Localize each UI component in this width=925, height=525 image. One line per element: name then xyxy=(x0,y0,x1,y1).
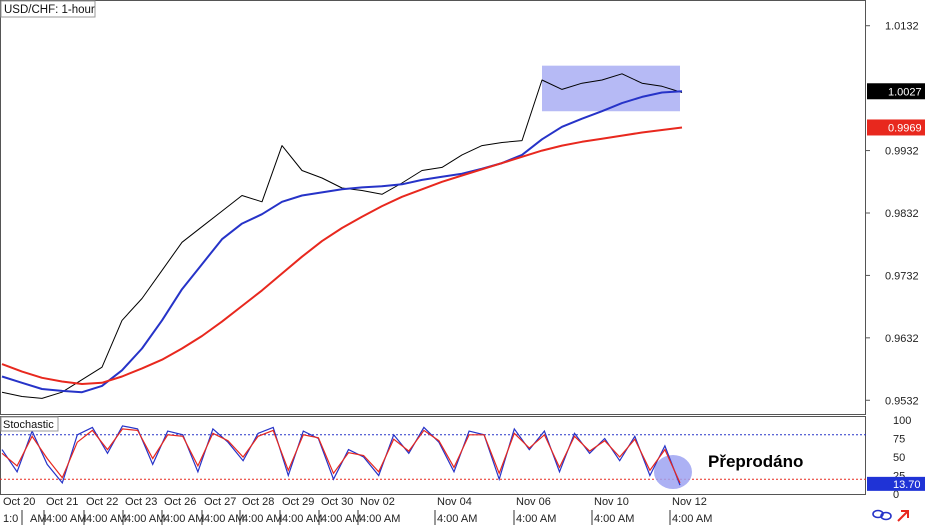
stochastic-layer xyxy=(0,425,866,489)
oversold-highlight xyxy=(654,455,692,489)
date-label: Oct 30 xyxy=(321,496,353,508)
price-tick-label: 0.9832 xyxy=(885,208,919,220)
time-label: 4:00 AM xyxy=(594,513,634,525)
current-price-box xyxy=(867,83,925,100)
time-label: 4:00 AM xyxy=(282,513,322,525)
date-label: Nov 06 xyxy=(516,496,551,508)
title-box xyxy=(0,0,96,18)
date-label: Oct 28 xyxy=(242,496,274,508)
date-label: Nov 04 xyxy=(437,496,472,508)
stochastic-value-label: 13.70 xyxy=(893,479,921,491)
price-tick-label: 0.9732 xyxy=(885,270,919,282)
price-panel-frame xyxy=(0,0,866,415)
price-line xyxy=(1,73,683,399)
stochastic-value-box xyxy=(867,476,925,491)
date-label: Oct 21 xyxy=(46,496,78,508)
date-label: Oct 26 xyxy=(164,496,196,508)
ma-red-price-label: 0.9969 xyxy=(888,122,922,134)
time-label: 4:00 AM xyxy=(164,513,204,525)
time-label: 4:00 AM xyxy=(86,513,126,525)
price-layer xyxy=(1,65,683,399)
date-label: Oct 23 xyxy=(125,496,157,508)
time-label: 4:00 AM xyxy=(46,513,86,525)
ma-red-line xyxy=(1,126,683,385)
date-label: Oct 27 xyxy=(204,496,236,508)
date-label: Oct 22 xyxy=(86,496,118,508)
date-label: Nov 02 xyxy=(360,496,395,508)
time-label: 4:00 AM xyxy=(437,513,477,525)
stochastic-tick-label: 100 xyxy=(893,415,911,427)
time-label: 4:00 AM xyxy=(204,513,244,525)
date-label: Oct 20 xyxy=(3,496,35,508)
time-label: 4:00 AM xyxy=(360,513,400,525)
time-label: 4:00 AM xyxy=(125,513,165,525)
ma-red-price-box xyxy=(867,119,925,136)
consolidation-highlight xyxy=(542,65,680,112)
chart-title: USD/CHF: 1-hour xyxy=(4,4,95,16)
date-label: Nov 12 xyxy=(672,496,707,508)
time-label: 4:00 AM xyxy=(672,513,712,525)
link-icon[interactable] xyxy=(872,509,892,521)
date-label: Nov 10 xyxy=(594,496,629,508)
arrow-icon[interactable] xyxy=(897,510,909,522)
price-tick-label: 1.0132 xyxy=(885,21,919,33)
stochastic-tick-label: 75 xyxy=(893,434,905,446)
oversold-annotation: Přeprodáno xyxy=(708,452,803,471)
axis-layer: 1.0132 0.9932 0.9832 0.9732 0.9632 0.9532 1.00… xyxy=(3,21,925,525)
stochastic-tick-label: 0 xyxy=(893,489,899,501)
current-price-label: 1.0027 xyxy=(888,86,922,98)
price-tick-label: 0.9932 xyxy=(885,146,919,158)
time-label: 4:00 AM xyxy=(516,513,556,525)
ma-blue-line xyxy=(1,90,683,394)
time-label: AM xyxy=(30,513,47,525)
price-tick-label: 0.9632 xyxy=(885,333,919,345)
time-label: 1:0 xyxy=(3,513,18,525)
price-tick-label: 0.9532 xyxy=(885,395,919,407)
stochastic-title: Stochastic xyxy=(3,419,54,431)
time-label: 4:00 AM xyxy=(242,513,282,525)
stochastic-tick-label: 50 xyxy=(893,452,905,464)
stochastic-panel-frame xyxy=(0,416,866,495)
stochastic-d-line xyxy=(1,428,681,484)
time-label: 4:00 AM xyxy=(321,513,361,525)
date-label: Oct 29 xyxy=(282,496,314,508)
stochastic-title-box xyxy=(0,416,59,432)
